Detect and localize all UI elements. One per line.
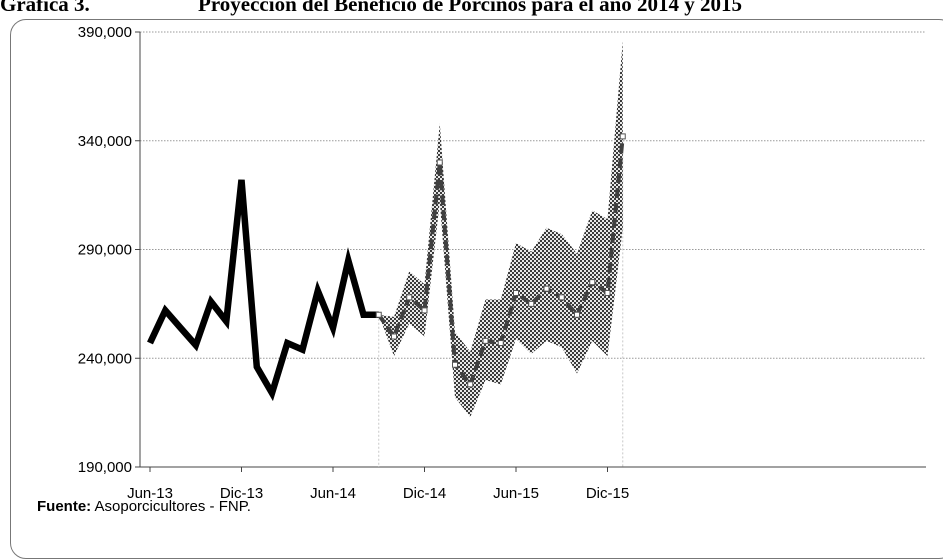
forecast-point (391, 333, 397, 340)
forecast-point (452, 361, 458, 368)
chart-heading-label: Gráfica 3. (0, 0, 90, 16)
forecast-point (558, 294, 565, 301)
source-label: Fuente: (37, 498, 92, 515)
confidence-band-area (378, 40, 623, 417)
source-text: Asoporcicultores - FNP. (91, 498, 251, 515)
chart-heading: Gráfica 3. Proyección del Beneficio de P… (0, 0, 943, 20)
y-tick-label: 190,000 (78, 459, 132, 476)
y-tick-label: 240,000 (78, 350, 132, 367)
forecast-point (497, 340, 504, 347)
forecast-point (604, 290, 611, 296)
confidence-band (378, 40, 623, 417)
y-tick-labels: 190,000 240,000 290,000 340,000 390,000 (78, 24, 132, 476)
x-tick-label: Dic-13 (220, 485, 263, 502)
x-tick-label: Jun-15 (493, 485, 539, 502)
x-tick-label: Jun-14 (310, 485, 356, 502)
forecast-point (467, 381, 474, 388)
x-tick-labels: Jun-13 Dic-13 Jun-14 Dic-14 Jun-15 Dic-15 (127, 485, 629, 502)
forecast-point (574, 311, 580, 318)
axes (135, 31, 926, 472)
forecast-point (421, 307, 428, 314)
x-tick-label: Dic-14 (403, 485, 446, 502)
forecast-markers (375, 133, 626, 388)
forecast-point (619, 133, 626, 140)
historical-series-line (147, 179, 379, 402)
forecast-point (543, 285, 550, 292)
y-tick-label: 390,000 (78, 24, 132, 41)
line-chart: 190,000 240,000 290,000 340,000 390,000 Jun-… (78, 24, 926, 502)
forecast-point (375, 311, 382, 318)
forecast-point (589, 279, 596, 286)
forecast-point (528, 300, 535, 307)
x-tick-label: Dic-15 (586, 485, 629, 502)
forecast-point (436, 159, 443, 166)
chart-title: Proyección del Beneficio de Porcinos par… (198, 0, 743, 16)
x-tick-label: Jun-13 (127, 485, 173, 502)
y-tick-label: 340,000 (78, 133, 132, 150)
forecast-point (513, 290, 519, 296)
forecast-point (482, 337, 489, 344)
y-tick-label: 290,000 (78, 242, 132, 259)
source-note: Fuente: Asoporcicultores - FNP. (37, 498, 251, 515)
forecast-point (406, 294, 413, 301)
